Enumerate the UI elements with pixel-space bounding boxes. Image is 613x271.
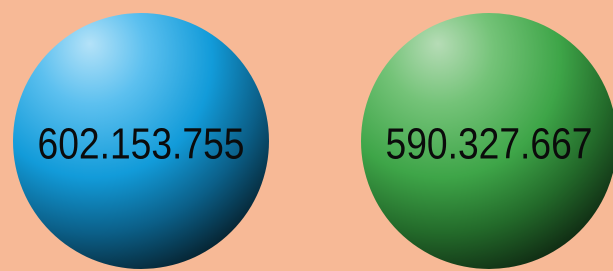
page: 602.153.755 590.327.667 (() => { const d…: [0, 0, 613, 271]
canvas: 602.153.755 590.327.667: [0, 0, 613, 271]
sphere-label: 602.153.755: [38, 120, 245, 169]
sphere-label: 590.327.667: [386, 120, 593, 169]
